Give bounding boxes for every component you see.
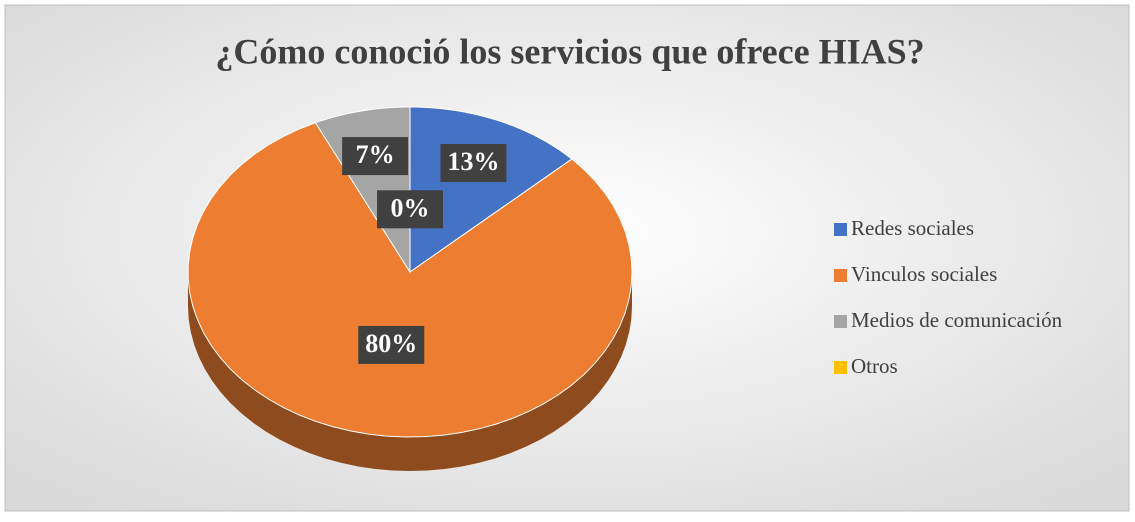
pie-slice [187, 122, 633, 438]
legend-label: Otros [851, 354, 898, 378]
legend-swatch [834, 223, 847, 236]
data-label-box [377, 190, 443, 229]
pie-side [188, 272, 632, 471]
data-label: 80% [365, 329, 417, 358]
data-label-box [342, 137, 409, 176]
legend-label: Redes sociales [851, 216, 974, 240]
data-label: 13% [447, 147, 499, 176]
legend-swatch [834, 269, 847, 282]
data-label-box [358, 325, 425, 364]
legend-swatch [834, 361, 847, 374]
legend-swatch [834, 315, 847, 328]
data-label-box [440, 143, 507, 182]
data-label: 0% [391, 193, 430, 222]
chart-title: ¿Cómo conoció los servicios que ofrece H… [215, 31, 924, 71]
legend-label: Vinculos sociales [851, 262, 997, 286]
legend-label: Medios de comunicación [851, 308, 1063, 332]
data-label: 7% [356, 140, 395, 169]
